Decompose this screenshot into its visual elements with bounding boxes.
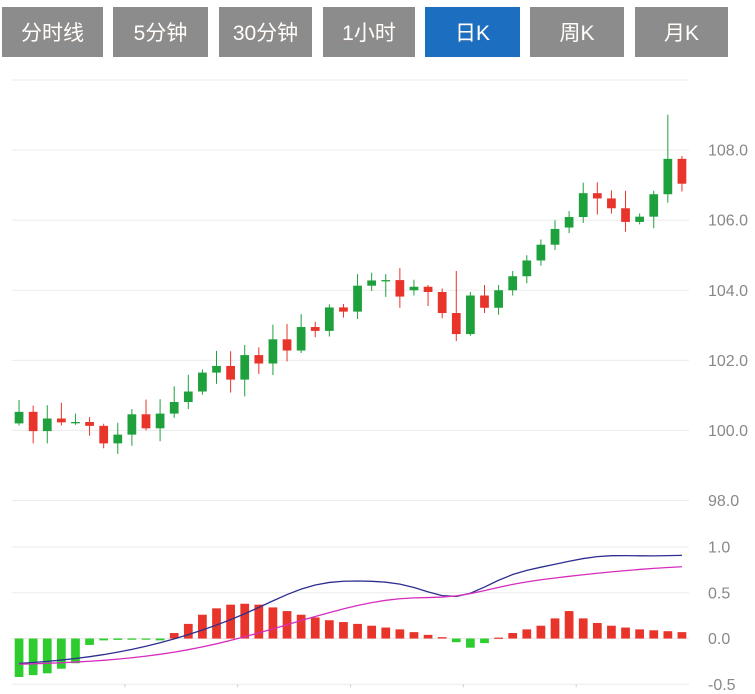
svg-text:108.0: 108.0 [708,143,748,160]
svg-text:0.0: 0.0 [708,631,730,648]
svg-text:102.0: 102.0 [708,353,748,370]
svg-text:0.5: 0.5 [708,585,730,602]
svg-text:104.0: 104.0 [708,283,748,300]
svg-text:1.0: 1.0 [708,540,730,557]
svg-text:98.0: 98.0 [708,493,739,510]
svg-text:100.0: 100.0 [708,423,748,440]
svg-text:106.0: 106.0 [708,213,748,230]
svg-text:-0.5: -0.5 [708,677,736,694]
